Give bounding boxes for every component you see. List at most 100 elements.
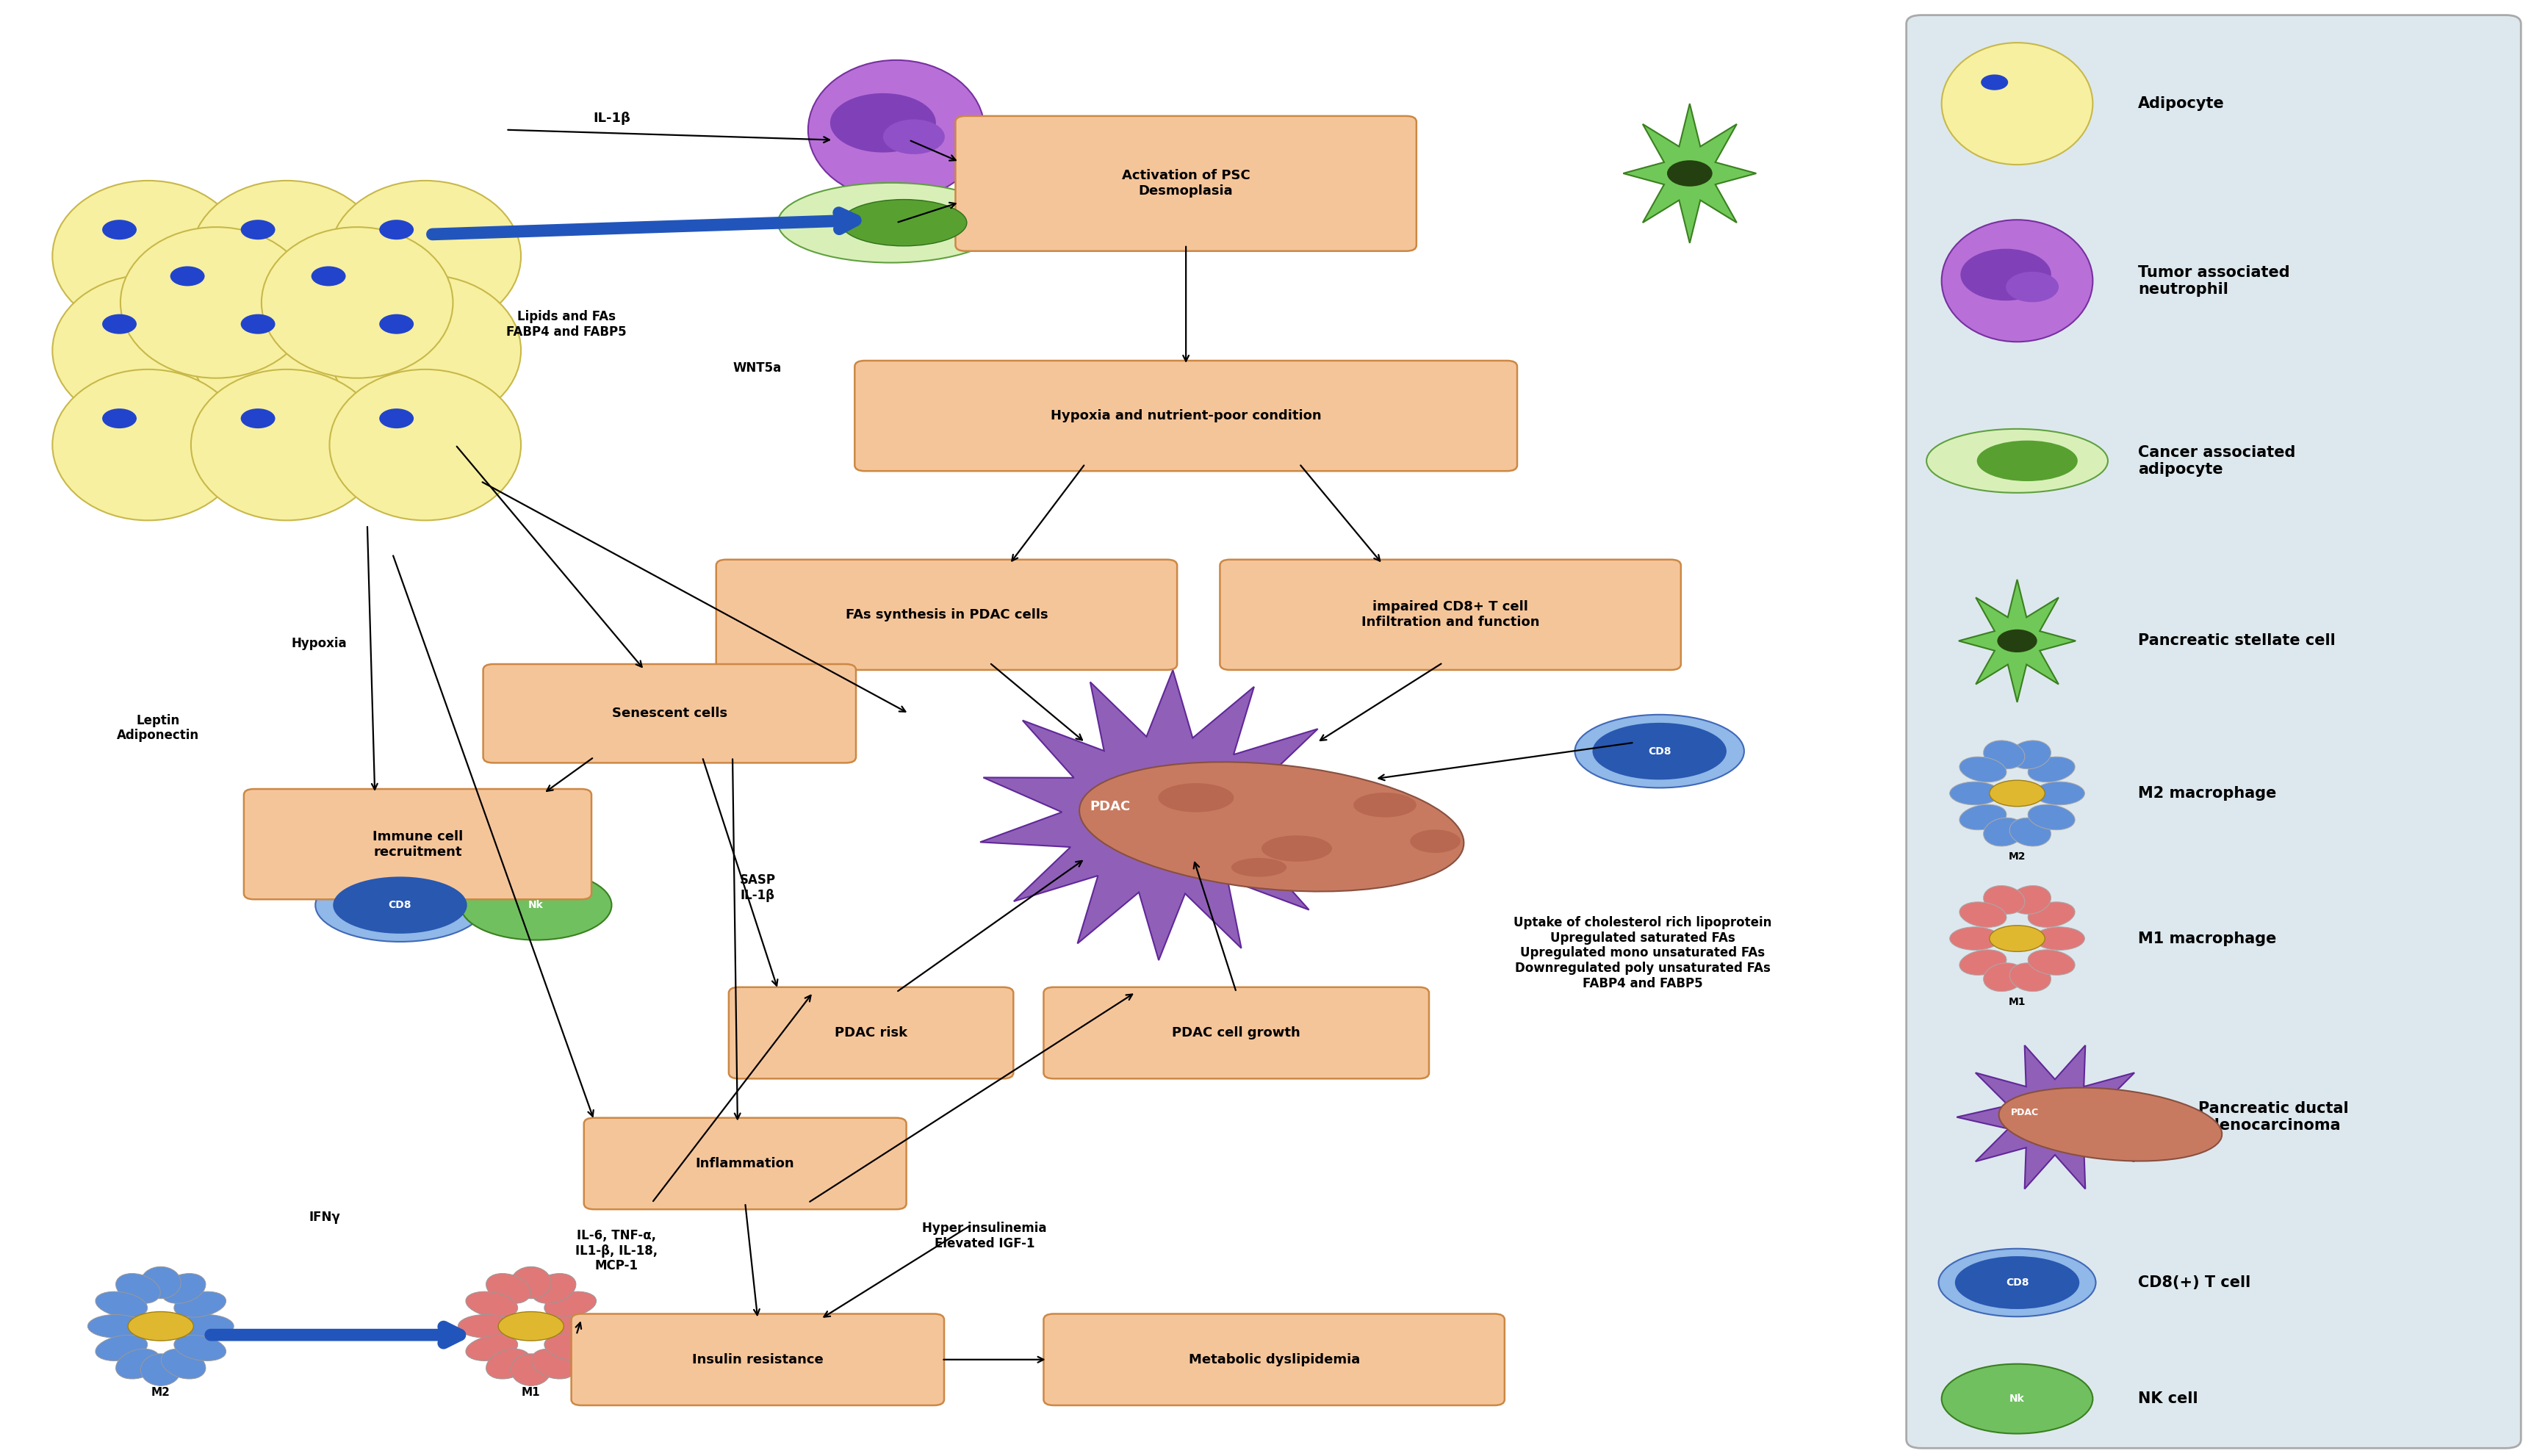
Polygon shape <box>979 670 1352 960</box>
Circle shape <box>103 220 136 240</box>
Text: CD8: CD8 <box>1648 745 1670 756</box>
FancyBboxPatch shape <box>855 361 1516 470</box>
FancyBboxPatch shape <box>717 559 1178 670</box>
Ellipse shape <box>1950 927 2001 951</box>
Ellipse shape <box>192 181 383 332</box>
Text: Cancer associated
adipocyte: Cancer associated adipocyte <box>2137 446 2296 476</box>
Ellipse shape <box>497 1312 563 1341</box>
Ellipse shape <box>1983 885 2026 914</box>
Circle shape <box>169 266 204 285</box>
FancyBboxPatch shape <box>1045 1313 1504 1405</box>
Ellipse shape <box>129 1312 194 1341</box>
Circle shape <box>378 409 414 428</box>
Ellipse shape <box>121 227 313 379</box>
Ellipse shape <box>467 1335 517 1361</box>
Ellipse shape <box>1991 780 2044 807</box>
Text: M1: M1 <box>2008 996 2026 1008</box>
Text: FAs synthesis in PDAC cells: FAs synthesis in PDAC cells <box>845 609 1047 622</box>
Text: Hypoxia: Hypoxia <box>293 638 348 651</box>
Ellipse shape <box>96 1291 146 1318</box>
Ellipse shape <box>467 1291 517 1318</box>
Ellipse shape <box>547 1315 603 1338</box>
Circle shape <box>240 220 275 240</box>
Text: CD8: CD8 <box>389 900 411 910</box>
Ellipse shape <box>331 370 520 520</box>
Text: Lipids and FAs
FABP4 and FABP5: Lipids and FAs FABP4 and FABP5 <box>507 310 626 339</box>
Ellipse shape <box>331 181 520 332</box>
Ellipse shape <box>315 869 484 942</box>
Ellipse shape <box>2008 818 2051 846</box>
Ellipse shape <box>2006 272 2059 303</box>
Circle shape <box>240 409 275 428</box>
Ellipse shape <box>1574 715 1743 788</box>
Ellipse shape <box>1983 818 2026 846</box>
Ellipse shape <box>1960 901 2006 927</box>
Ellipse shape <box>2028 757 2074 782</box>
Ellipse shape <box>141 1267 182 1299</box>
Ellipse shape <box>2034 782 2084 805</box>
Circle shape <box>378 314 414 333</box>
Text: Immune cell
recruitment: Immune cell recruitment <box>373 830 462 859</box>
Text: IL-6, TNF-α,
IL1-β, IL-18,
MCP-1: IL-6, TNF-α, IL1-β, IL-18, MCP-1 <box>575 1229 659 1273</box>
FancyBboxPatch shape <box>1907 15 2520 1449</box>
Polygon shape <box>1958 579 2076 702</box>
Ellipse shape <box>1983 741 2026 769</box>
Ellipse shape <box>2008 885 2051 914</box>
Ellipse shape <box>1960 805 2006 830</box>
Circle shape <box>1668 160 1713 186</box>
Text: PDAC: PDAC <box>1090 799 1130 812</box>
Text: Pancreatic stellate cell: Pancreatic stellate cell <box>2137 633 2336 648</box>
Circle shape <box>103 314 136 333</box>
Ellipse shape <box>1592 722 1726 780</box>
Ellipse shape <box>2028 901 2074 927</box>
FancyBboxPatch shape <box>1045 987 1428 1079</box>
Ellipse shape <box>510 1354 550 1386</box>
Ellipse shape <box>2034 927 2084 951</box>
Text: NK cell: NK cell <box>2137 1392 2198 1406</box>
Circle shape <box>378 220 414 240</box>
Ellipse shape <box>1080 761 1463 891</box>
Ellipse shape <box>2008 741 2051 769</box>
Text: Hyper insulinemia
Elevated IGF-1: Hyper insulinemia Elevated IGF-1 <box>921 1222 1047 1251</box>
Text: IL-1β: IL-1β <box>593 112 631 125</box>
Ellipse shape <box>1983 962 2026 992</box>
Text: M1 macrophage: M1 macrophage <box>2137 932 2276 946</box>
Text: CD8(+) T cell: CD8(+) T cell <box>2137 1275 2251 1290</box>
Ellipse shape <box>1158 783 1234 812</box>
Ellipse shape <box>96 1335 146 1361</box>
Ellipse shape <box>1231 858 1287 877</box>
Text: IFNγ: IFNγ <box>308 1211 341 1224</box>
Ellipse shape <box>116 1274 161 1303</box>
Text: PDAC cell growth: PDAC cell growth <box>1173 1026 1299 1040</box>
Text: Metabolic dyslipidemia: Metabolic dyslipidemia <box>1188 1353 1360 1366</box>
Ellipse shape <box>2008 962 2051 992</box>
Text: WNT5a: WNT5a <box>732 361 782 374</box>
Ellipse shape <box>462 871 611 941</box>
FancyBboxPatch shape <box>583 1118 906 1210</box>
Text: Tumor associated
neutrophil: Tumor associated neutrophil <box>2137 265 2291 297</box>
Ellipse shape <box>179 1315 235 1338</box>
Text: Uptake of cholesterol rich lipoprotein
Upregulated saturated FAs
Upregulated mon: Uptake of cholesterol rich lipoprotein U… <box>1514 916 1771 990</box>
Ellipse shape <box>1960 949 2006 976</box>
Ellipse shape <box>883 119 944 154</box>
Ellipse shape <box>161 1348 207 1379</box>
Ellipse shape <box>1262 836 1332 862</box>
Text: SASP
IL-1β: SASP IL-1β <box>739 874 775 901</box>
FancyBboxPatch shape <box>245 789 590 900</box>
Circle shape <box>240 314 275 333</box>
Ellipse shape <box>807 60 984 199</box>
Ellipse shape <box>545 1291 595 1318</box>
Ellipse shape <box>532 1348 575 1379</box>
Ellipse shape <box>161 1274 207 1303</box>
Ellipse shape <box>1410 830 1461 853</box>
Text: PDAC risk: PDAC risk <box>835 1026 908 1040</box>
Ellipse shape <box>459 1315 512 1338</box>
Ellipse shape <box>1938 1249 2097 1316</box>
Ellipse shape <box>53 370 245 520</box>
Ellipse shape <box>1960 757 2006 782</box>
Ellipse shape <box>116 1348 161 1379</box>
Ellipse shape <box>333 877 467 933</box>
Ellipse shape <box>777 183 1004 262</box>
Text: Hypoxia and nutrient-poor condition: Hypoxia and nutrient-poor condition <box>1050 409 1322 422</box>
Ellipse shape <box>53 275 245 427</box>
